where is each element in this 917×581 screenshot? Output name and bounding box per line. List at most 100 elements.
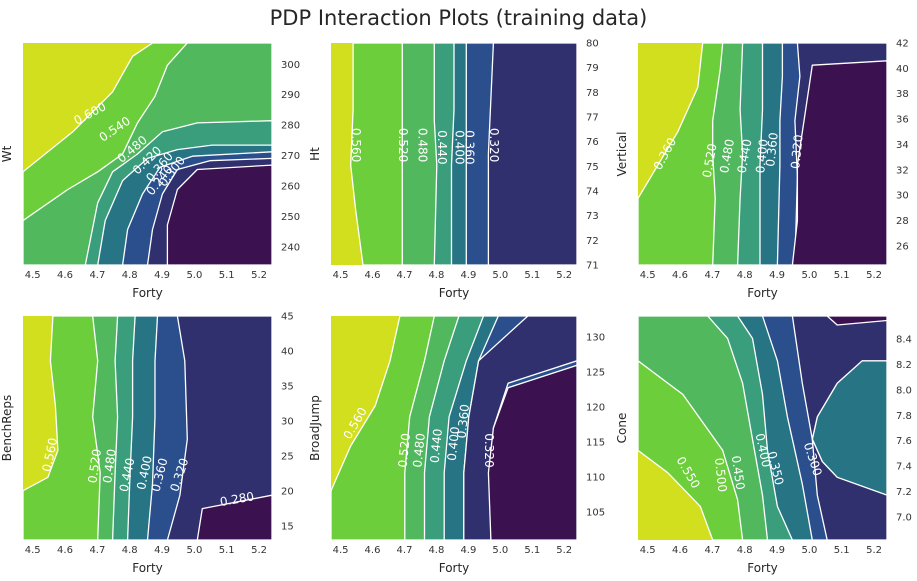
contour-level-label: 0.360 [462, 130, 476, 164]
x-tick-label: 5.1 [219, 545, 235, 556]
y-tick-label: 7.0 [896, 513, 912, 524]
x-tick-label: 4.6 [365, 545, 381, 556]
contour-level-label: 0.520 [396, 128, 410, 162]
x-tick-label: 5.0 [186, 270, 202, 281]
x-tick-label: 4.9 [460, 270, 476, 281]
contour-region [196, 494, 272, 540]
x-tick-label: 5.2 [866, 545, 882, 556]
x-axis-label: Forty [132, 286, 163, 300]
contour-level-label: 0.320 [482, 433, 496, 467]
x-tick-label: 5.2 [251, 545, 267, 556]
x-tick-label: 5.1 [834, 270, 850, 281]
y-tick-label: 130 [586, 333, 605, 344]
x-tick-label: 4.6 [57, 545, 73, 556]
x-tick-label: 5.1 [834, 545, 850, 556]
contour-fill [331, 316, 577, 540]
contour-region [826, 316, 887, 326]
y-axis-label: BroadJump [308, 395, 322, 461]
contour-level-label: 0.440 [428, 428, 446, 464]
x-tick-label: 5.2 [556, 545, 572, 556]
x-tick-label: 4.5 [333, 270, 349, 281]
contour-region [166, 316, 272, 540]
x-tick-label: 4.5 [333, 545, 349, 556]
contour-level-label: 0.520 [700, 142, 720, 178]
contour-level-label: 0.440 [117, 457, 138, 494]
y-tick-label: 8.2 [896, 360, 912, 371]
x-tick-label: 4.9 [460, 545, 476, 556]
x-tick-label: 4.5 [640, 270, 656, 281]
contour-region [487, 43, 577, 265]
x-tick-label: 4.8 [737, 270, 753, 281]
y-tick-label: 25 [281, 452, 294, 463]
x-tick-label: 4.6 [672, 545, 688, 556]
x-tick-label: 5.1 [524, 270, 540, 281]
y-tick-label: 8.0 [896, 385, 912, 396]
contour-level-label: 0.320 [487, 128, 501, 162]
y-axis-label: Wt [0, 145, 14, 162]
contour-level-label: 0.280 [219, 489, 255, 509]
y-tick-label: 72 [586, 236, 599, 247]
y-tick-label: 7.2 [896, 487, 912, 498]
contour-region [791, 316, 887, 540]
y-tick-label: 76 [586, 137, 599, 148]
contour-level-label: 0.400 [452, 130, 466, 164]
y-tick-label: 20 [281, 487, 294, 498]
contour-level-label: 0.450 [729, 455, 748, 491]
contour-region [166, 164, 272, 265]
x-tick-label: 4.9 [154, 545, 170, 556]
x-tick-label: 4.9 [769, 545, 785, 556]
pdp-panel-3: 4.5 4.6 4.7 4.8 4.9 5.0 5.1 5.2 26 28 30 32 34 36 38 40… [615, 39, 909, 301]
y-tick-label: 34 [896, 140, 909, 151]
contour-level-label: 0.520 [85, 448, 104, 484]
x-tick-label: 4.6 [57, 270, 73, 281]
contour-level-label: 0.400 [753, 138, 771, 174]
y-tick-label: 260 [281, 181, 300, 192]
contour-level-label: 0.520 [396, 433, 414, 469]
y-tick-label: 7.8 [896, 411, 912, 422]
y-tick-label: 105 [586, 508, 605, 519]
x-tick-label: 5.1 [524, 545, 540, 556]
y-tick-label: 7.6 [896, 436, 912, 447]
x-tick-label: 5.1 [219, 270, 235, 281]
x-tick-label: 5.2 [251, 270, 267, 281]
y-axis-label: BenchReps [0, 395, 14, 461]
figure-title: PDP Interaction Plots (training data) [269, 6, 648, 30]
y-tick-label: 290 [281, 90, 300, 101]
y-tick-label: 110 [586, 473, 605, 484]
x-tick-label: 4.8 [122, 545, 138, 556]
y-axis-label: Ht [308, 147, 322, 161]
y-tick-label: 30 [281, 417, 294, 428]
y-tick-label: 38 [896, 89, 909, 100]
y-tick-label: 250 [281, 212, 300, 223]
contour-level-label: 0.480 [717, 138, 737, 174]
x-tick-label: 4.6 [365, 270, 381, 281]
contour-level-label: 0.500 [712, 457, 730, 493]
x-tick-label: 4.9 [154, 270, 170, 281]
x-tick-label: 4.8 [737, 545, 753, 556]
x-tick-label: 4.6 [672, 270, 688, 281]
contour-level-label: 0.480 [416, 128, 430, 162]
y-tick-label: 40 [896, 64, 909, 75]
contour-fill [23, 316, 272, 540]
pdp-panel-2: 4.5 4.6 4.7 4.8 4.9 5.0 5.1 5.2 71 72 73 74 75 76 77 78… [308, 39, 599, 301]
y-tick-label: 32 [896, 165, 909, 176]
y-tick-label: 80 [586, 39, 599, 50]
contour-level-label: 0.480 [100, 448, 119, 484]
y-axis-label: Cone [615, 413, 629, 444]
y-tick-label: 270 [281, 151, 300, 162]
pdp-panel-6: 4.5 4.6 4.7 4.8 4.9 5.0 5.1 5.2 7.0 7.2 7.4 7.6 7.8 8… [615, 316, 912, 575]
x-tick-label: 5.2 [866, 270, 882, 281]
pdp-panel-5: 4.5 4.6 4.7 4.8 4.9 5.0 5.1 5.2 105 110 115 120 125 1… [308, 316, 605, 575]
x-tick-label: 4.8 [428, 270, 444, 281]
y-tick-label: 28 [896, 216, 909, 227]
x-tick-label: 4.5 [25, 270, 41, 281]
y-tick-label: 78 [586, 88, 599, 99]
y-tick-label: 120 [586, 403, 605, 414]
x-tick-label: 4.7 [397, 270, 413, 281]
y-tick-label: 71 [586, 261, 599, 272]
y-tick-label: 35 [281, 382, 294, 393]
x-tick-label: 4.7 [704, 545, 720, 556]
x-tick-label: 4.7 [397, 545, 413, 556]
y-tick-label: 300 [281, 60, 300, 71]
